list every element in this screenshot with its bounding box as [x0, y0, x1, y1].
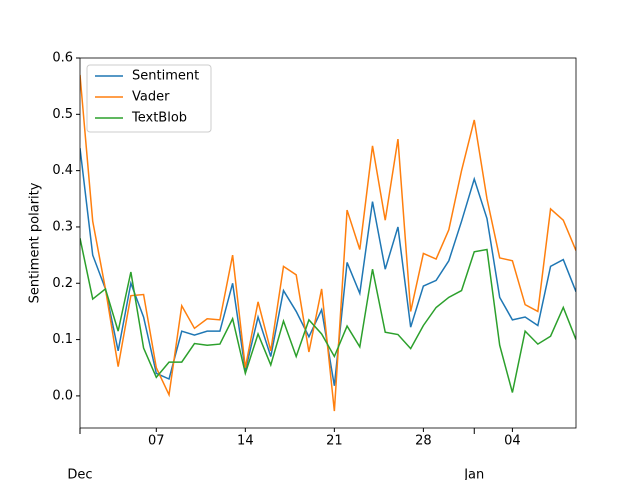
- y-tick-label: 0.3: [52, 219, 73, 234]
- y-tick-label: 0.6: [52, 51, 73, 66]
- x-tick-label: 04: [504, 434, 521, 449]
- x-tick-label: 21: [326, 434, 343, 449]
- x-tick-label: 28: [415, 434, 432, 449]
- y-tick-label: 0.5: [52, 107, 73, 122]
- legend-label: Vader: [132, 90, 170, 105]
- x-tick-label: 07: [148, 434, 165, 449]
- legend-label: Sentiment: [132, 69, 199, 84]
- legend-label: TextBlob: [131, 111, 187, 126]
- x-month-label: Jan: [463, 468, 484, 480]
- legend-box: [86, 64, 212, 133]
- y-axis-label: Sentiment polarity: [28, 182, 43, 303]
- x-month-label: Dec: [67, 468, 92, 480]
- axes-frame: [79, 57, 577, 429]
- y-tick-label: 0.0: [52, 388, 73, 403]
- y-tick-label: 0.1: [52, 332, 73, 347]
- x-tick-label: 14: [237, 434, 254, 449]
- y-tick-label: 0.2: [52, 276, 73, 291]
- line-series: [80, 74, 576, 412]
- line-series: [80, 238, 576, 393]
- y-tick-label: 0.4: [52, 163, 73, 178]
